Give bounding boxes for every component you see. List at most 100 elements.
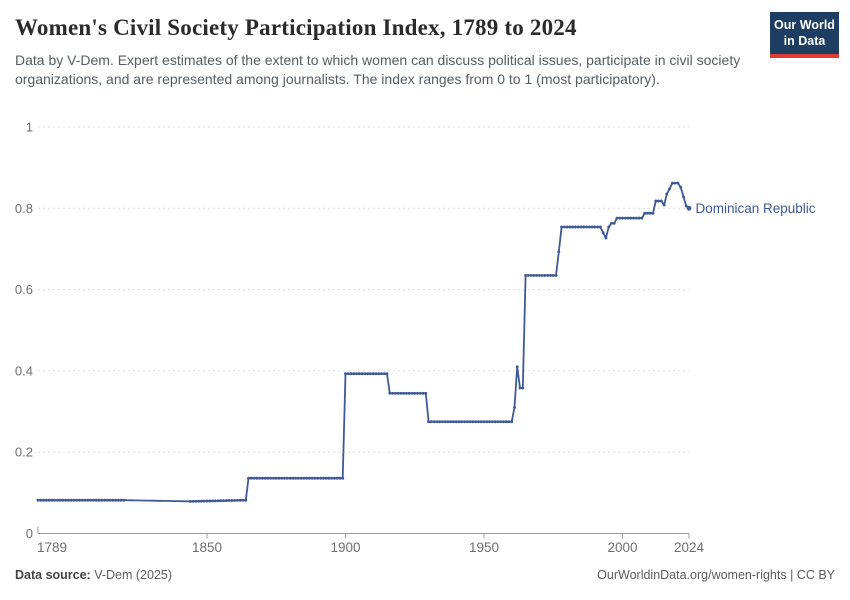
data-point-marker (645, 211, 649, 215)
data-point-marker (673, 181, 677, 185)
data-point-marker (269, 476, 273, 480)
data-point-marker (507, 420, 511, 424)
data-point-marker (313, 476, 317, 480)
data-point-marker (288, 476, 292, 480)
data-point-marker (338, 476, 342, 480)
data-point-marker (211, 499, 214, 503)
data-point-marker (421, 391, 425, 395)
data-point-marker (236, 498, 239, 502)
data-point-marker (197, 499, 201, 503)
data-point-marker (346, 372, 350, 376)
data-point-marker (551, 273, 555, 277)
data-point-marker (363, 372, 367, 376)
data-point-marker (36, 498, 40, 502)
data-point-marker (446, 420, 450, 424)
x-tick-label: 2000 (607, 540, 637, 555)
data-point-marker (255, 476, 259, 480)
data-point-marker (39, 498, 43, 502)
data-point-marker (441, 420, 444, 424)
data-point-marker (518, 386, 522, 390)
data-point-marker (404, 391, 408, 395)
data-point-marker (391, 391, 395, 395)
data-point-marker (587, 225, 591, 229)
data-point-marker (490, 420, 494, 424)
data-point-marker (410, 391, 414, 395)
data-point-marker (294, 476, 298, 480)
x-tick-label: 1850 (192, 540, 222, 555)
data-point-marker (327, 476, 331, 480)
data-point-marker (604, 236, 608, 240)
data-point-marker (308, 476, 311, 480)
data-point-marker (97, 498, 101, 502)
data-point-marker (626, 216, 630, 220)
data-point-marker (368, 372, 372, 376)
data-point-marker (612, 221, 616, 225)
data-point-marker (513, 406, 516, 409)
data-point-marker (526, 273, 530, 277)
data-source-label: Data source: (15, 568, 91, 582)
data-point-marker (499, 420, 503, 424)
data-point-marker (260, 476, 264, 480)
data-point-marker (485, 420, 489, 424)
data-point-marker (199, 499, 203, 503)
data-point-marker (676, 181, 680, 185)
data-point-marker (418, 391, 422, 395)
data-point-marker (321, 476, 325, 480)
data-point-marker (69, 498, 73, 502)
chart-subtitle: Data by V-Dem. Expert estimates of the e… (15, 51, 741, 88)
data-point-marker (435, 420, 439, 424)
data-point-marker (540, 273, 544, 277)
data-point-marker (449, 420, 453, 424)
data-point-marker (679, 185, 683, 189)
data-point-marker (543, 273, 547, 277)
series-entity-label[interactable]: Dominican Republic (696, 201, 816, 216)
data-point-marker (463, 420, 467, 424)
data-point-marker (316, 476, 320, 480)
data-point-marker (576, 225, 580, 229)
data-point-marker (89, 498, 93, 502)
data-point-marker (335, 476, 339, 480)
data-point-marker (443, 420, 447, 424)
data-point-marker (366, 372, 370, 376)
data-point-marker (213, 499, 217, 503)
data-point-marker (471, 420, 475, 424)
data-point-marker (194, 499, 198, 503)
data-point-marker (299, 476, 303, 480)
data-point-marker (119, 498, 123, 502)
x-tick-label: 1950 (469, 540, 499, 555)
data-point-marker (571, 225, 575, 229)
data-point-marker (590, 225, 594, 229)
data-point-marker (565, 225, 569, 229)
data-point-marker (332, 476, 336, 480)
data-point-marker (94, 498, 98, 502)
data-point-marker (296, 476, 300, 480)
data-point-marker (80, 498, 84, 502)
data-point-marker (429, 420, 433, 424)
data-point-marker (91, 498, 95, 502)
data-point-marker (554, 273, 558, 277)
data-point-marker (682, 195, 685, 199)
data-point-marker (396, 391, 400, 395)
data-point-marker (382, 372, 386, 376)
data-point-marker (319, 476, 323, 480)
data-point-marker (549, 273, 552, 277)
data-point-marker (277, 476, 281, 480)
data-point-marker (634, 216, 638, 220)
y-tick-label: 0.4 (15, 363, 33, 378)
data-point-marker (249, 476, 253, 480)
footer-attribution-link[interactable]: OurWorldinData.org/women-rights | CC BY (597, 568, 835, 582)
data-point-marker (380, 372, 383, 376)
data-point-marker (477, 420, 480, 424)
data-point-marker (609, 221, 613, 225)
data-point-marker (457, 420, 461, 424)
owid-logo[interactable]: Our World in Data (770, 12, 839, 59)
chart-header: Women's Civil Society Participation Inde… (15, 14, 835, 90)
data-point-marker (479, 420, 483, 424)
chart-footer: Data source: V-Dem (2025) OurWorldinData… (15, 568, 835, 582)
data-point-marker (61, 498, 65, 502)
y-tick-label: 0.8 (15, 201, 33, 216)
x-tick-label: 1789 (37, 540, 67, 555)
data-point-marker (216, 499, 220, 503)
data-point-marker (452, 420, 455, 424)
